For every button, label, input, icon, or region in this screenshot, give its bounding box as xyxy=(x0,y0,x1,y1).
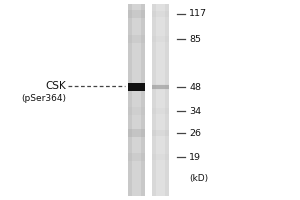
Bar xyxy=(128,10,145,18)
Text: 48: 48 xyxy=(189,83,201,92)
Bar xyxy=(152,84,169,90)
Bar xyxy=(152,11,169,17)
Bar xyxy=(152,154,169,160)
Bar xyxy=(156,4,165,196)
Bar xyxy=(132,4,141,196)
Bar xyxy=(152,36,169,42)
Bar xyxy=(128,107,145,115)
Text: 34: 34 xyxy=(189,107,201,116)
Bar xyxy=(152,130,169,136)
Bar xyxy=(152,4,169,196)
Text: 85: 85 xyxy=(189,34,201,44)
Text: (kD): (kD) xyxy=(189,174,208,184)
Text: 19: 19 xyxy=(189,153,201,162)
Text: CSK: CSK xyxy=(45,81,66,91)
Bar xyxy=(128,153,145,161)
Text: (pSer364): (pSer364) xyxy=(21,94,66,103)
Bar xyxy=(128,129,145,137)
Bar xyxy=(152,108,169,114)
Text: 26: 26 xyxy=(189,129,201,138)
Bar xyxy=(128,83,145,91)
Bar xyxy=(128,35,145,43)
Text: 117: 117 xyxy=(189,9,207,19)
Bar xyxy=(152,85,169,89)
Bar xyxy=(128,4,145,196)
